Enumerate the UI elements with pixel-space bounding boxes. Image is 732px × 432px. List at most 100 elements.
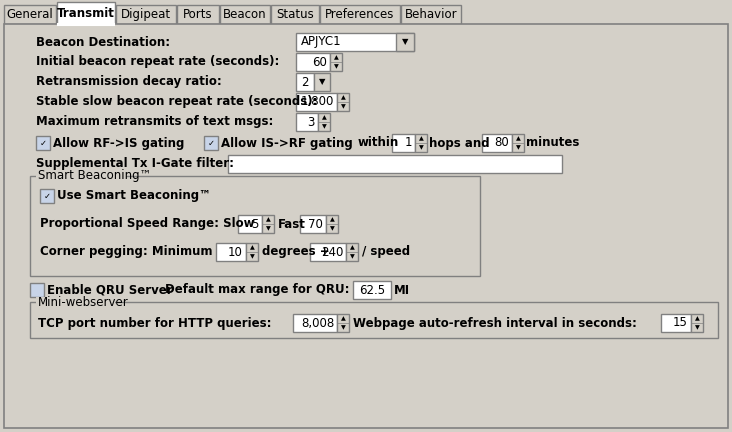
Text: Retransmission decay ratio:: Retransmission decay ratio:	[36, 76, 222, 89]
Text: Beacon Destination:: Beacon Destination:	[36, 35, 170, 48]
Text: Stable slow beacon repeat rate (seconds):: Stable slow beacon repeat rate (seconds)…	[36, 95, 318, 108]
Bar	[220, 5, 270, 24]
Bar	[177, 5, 219, 24]
Text: ▲: ▲	[250, 245, 255, 250]
Bar	[318, 113, 330, 131]
Text: ▼: ▼	[318, 77, 325, 86]
Bar	[271, 5, 319, 24]
Text: 10: 10	[228, 245, 243, 258]
Text: Corner pegging: Minimum: Corner pegging: Minimum	[40, 245, 212, 258]
Text: 60: 60	[312, 55, 327, 69]
Bar	[296, 73, 314, 91]
Bar	[415, 134, 427, 152]
Text: ▲: ▲	[340, 95, 346, 100]
Bar	[296, 33, 414, 51]
Text: ▼: ▼	[419, 145, 423, 150]
Text: ▲: ▲	[515, 136, 520, 141]
Bar	[296, 113, 318, 131]
Text: ▼: ▼	[350, 254, 354, 259]
Text: ▼: ▼	[334, 64, 338, 69]
Bar	[330, 53, 342, 71]
Text: ▼: ▼	[250, 254, 255, 259]
Text: ▼: ▼	[321, 124, 326, 129]
Text: ▼: ▼	[340, 325, 346, 330]
Text: ▲: ▲	[350, 245, 354, 250]
Text: Initial beacon repeat rate (seconds):: Initial beacon repeat rate (seconds):	[36, 55, 280, 69]
Text: ✓: ✓	[43, 191, 51, 200]
Bar	[337, 93, 349, 111]
Text: 240: 240	[321, 245, 343, 258]
Bar	[392, 134, 415, 152]
Bar	[320, 5, 400, 24]
Text: ▲: ▲	[329, 217, 335, 222]
Text: 8,008: 8,008	[301, 317, 334, 330]
Text: minutes: minutes	[526, 137, 579, 149]
Text: ▲: ▲	[419, 136, 423, 141]
Text: within: within	[358, 137, 399, 149]
Bar	[36, 136, 50, 150]
Bar	[401, 5, 461, 24]
Text: Use Smart Beaconing™: Use Smart Beaconing™	[57, 190, 211, 203]
Bar	[300, 215, 326, 233]
Text: 5: 5	[252, 217, 259, 231]
Text: ▼: ▼	[266, 226, 270, 231]
Bar	[262, 215, 274, 233]
Text: ✓: ✓	[207, 139, 214, 147]
Text: ✓: ✓	[40, 139, 47, 147]
Text: Allow IS->RF gating: Allow IS->RF gating	[221, 137, 353, 149]
Text: Transmit: Transmit	[57, 7, 115, 20]
Text: Allow RF->IS gating: Allow RF->IS gating	[53, 137, 184, 149]
Text: ▼: ▼	[329, 226, 335, 231]
Bar	[238, 215, 262, 233]
Bar	[36, 297, 116, 307]
Text: 15: 15	[673, 317, 688, 330]
Text: Supplemental Tx I-Gate filter:: Supplemental Tx I-Gate filter:	[36, 158, 234, 171]
Text: Maximum retransmits of text msgs:: Maximum retransmits of text msgs:	[36, 115, 273, 128]
Bar	[310, 243, 346, 261]
Bar	[116, 5, 176, 24]
Text: ▼: ▼	[402, 38, 408, 47]
Text: MI: MI	[394, 283, 410, 296]
Bar	[57, 2, 115, 25]
Text: Mini-webserver: Mini-webserver	[38, 295, 129, 308]
Bar	[396, 33, 414, 51]
Text: Beacon: Beacon	[223, 8, 266, 21]
Bar	[216, 243, 246, 261]
Text: ▲: ▲	[695, 316, 699, 321]
Text: hops and: hops and	[429, 137, 490, 149]
Bar	[346, 243, 358, 261]
Text: ▲: ▲	[321, 115, 326, 120]
Bar	[353, 281, 391, 299]
Text: Enable QRU Server: Enable QRU Server	[47, 283, 173, 296]
Text: Proportional Speed Range: Slow: Proportional Speed Range: Slow	[40, 217, 255, 231]
Bar	[512, 134, 524, 152]
Bar	[691, 314, 703, 332]
Bar	[293, 314, 337, 332]
Bar	[326, 215, 338, 233]
Text: Webpage auto-refresh interval in seconds:: Webpage auto-refresh interval in seconds…	[353, 317, 637, 330]
Text: degrees +: degrees +	[262, 245, 329, 258]
Text: ▲: ▲	[266, 217, 270, 222]
Bar	[36, 171, 126, 181]
Bar	[228, 155, 562, 173]
Text: Ports: Ports	[183, 8, 213, 21]
Text: 70: 70	[308, 217, 323, 231]
Text: 80: 80	[494, 137, 509, 149]
Bar	[661, 314, 691, 332]
Bar	[314, 73, 330, 91]
Text: ▼: ▼	[515, 145, 520, 150]
Text: ▲: ▲	[340, 316, 346, 321]
Text: Default max range for QRU:: Default max range for QRU:	[165, 283, 349, 296]
Text: ▼: ▼	[340, 104, 346, 109]
Text: ▼: ▼	[695, 325, 699, 330]
Text: / speed: / speed	[362, 245, 410, 258]
Text: Smart Beaconing™: Smart Beaconing™	[38, 169, 152, 182]
Text: 2: 2	[302, 76, 309, 89]
Bar	[4, 5, 56, 24]
Text: Status: Status	[276, 8, 314, 21]
Bar	[337, 314, 349, 332]
Bar	[296, 93, 337, 111]
Text: APJYC1: APJYC1	[301, 35, 342, 48]
Text: 1,800: 1,800	[301, 95, 334, 108]
Text: General: General	[7, 8, 53, 21]
